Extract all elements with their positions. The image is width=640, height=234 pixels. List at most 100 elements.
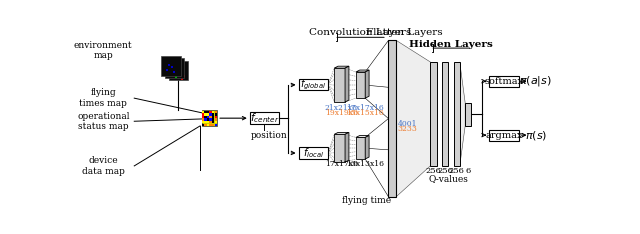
Bar bbox=[209, 116, 212, 118]
Bar bbox=[179, 68, 180, 70]
Bar bbox=[204, 118, 207, 121]
Polygon shape bbox=[356, 70, 369, 72]
Bar bbox=[167, 71, 170, 73]
Bar bbox=[214, 118, 217, 121]
Text: 19x19x6: 19x19x6 bbox=[324, 109, 358, 117]
Text: Convolution Layers: Convolution Layers bbox=[309, 28, 412, 37]
Polygon shape bbox=[396, 40, 430, 197]
Bar bbox=[170, 64, 172, 66]
Bar bbox=[204, 113, 207, 116]
Bar bbox=[183, 75, 185, 77]
Text: 17x17x6: 17x17x6 bbox=[324, 160, 358, 168]
Text: Q-values: Q-values bbox=[429, 175, 469, 183]
Bar bbox=[166, 69, 168, 71]
Bar bbox=[174, 73, 176, 75]
Bar bbox=[167, 66, 170, 68]
Bar bbox=[298, 147, 328, 159]
Polygon shape bbox=[345, 66, 349, 102]
Bar bbox=[204, 124, 207, 126]
Bar bbox=[489, 76, 518, 87]
Text: 6: 6 bbox=[466, 167, 471, 175]
Bar bbox=[212, 111, 214, 113]
Bar bbox=[204, 116, 207, 118]
Bar bbox=[202, 116, 204, 118]
Polygon shape bbox=[334, 134, 345, 162]
Text: environment
map: environment map bbox=[74, 41, 132, 60]
Bar bbox=[207, 111, 209, 113]
Bar bbox=[209, 121, 212, 123]
Bar bbox=[207, 121, 209, 123]
Bar bbox=[179, 73, 180, 75]
Text: flying
times map: flying times map bbox=[79, 88, 127, 108]
Text: 256: 256 bbox=[426, 167, 442, 175]
Bar bbox=[173, 71, 175, 73]
Bar bbox=[212, 118, 214, 121]
Bar bbox=[202, 118, 204, 121]
Bar bbox=[170, 73, 172, 75]
Polygon shape bbox=[460, 62, 465, 166]
Text: argmax: argmax bbox=[485, 131, 523, 140]
Bar bbox=[212, 124, 214, 126]
Bar bbox=[250, 112, 279, 124]
Text: 4001: 4001 bbox=[397, 120, 417, 128]
Bar bbox=[177, 66, 179, 68]
Bar bbox=[214, 116, 217, 118]
Bar bbox=[174, 68, 176, 70]
Text: operational
status map: operational status map bbox=[77, 112, 129, 131]
Bar bbox=[204, 121, 207, 123]
Polygon shape bbox=[334, 66, 349, 68]
Bar bbox=[172, 75, 173, 77]
Bar bbox=[209, 113, 212, 116]
Bar bbox=[489, 130, 518, 140]
Bar bbox=[165, 58, 184, 78]
Bar bbox=[204, 111, 207, 113]
Bar bbox=[388, 40, 396, 197]
Bar bbox=[207, 118, 209, 121]
Bar bbox=[207, 124, 209, 126]
Bar bbox=[465, 103, 472, 126]
Bar bbox=[212, 113, 214, 116]
Text: position: position bbox=[250, 131, 287, 140]
Bar bbox=[202, 124, 204, 126]
Polygon shape bbox=[334, 68, 345, 102]
Text: $f_{center}$: $f_{center}$ bbox=[250, 111, 279, 125]
Bar bbox=[214, 124, 217, 126]
Bar bbox=[161, 56, 180, 76]
Bar bbox=[202, 113, 204, 116]
Polygon shape bbox=[356, 135, 369, 137]
Bar bbox=[175, 71, 177, 73]
Bar bbox=[171, 66, 173, 68]
Text: 15x15x16: 15x15x16 bbox=[346, 109, 384, 117]
Bar bbox=[214, 113, 217, 116]
Bar bbox=[212, 121, 214, 123]
Bar bbox=[212, 116, 214, 118]
Bar bbox=[202, 121, 204, 123]
Bar bbox=[202, 110, 217, 126]
Bar bbox=[176, 75, 178, 77]
Polygon shape bbox=[356, 137, 365, 159]
Text: Hidden Layers: Hidden Layers bbox=[410, 40, 493, 49]
Text: softmax: softmax bbox=[484, 77, 524, 86]
Text: 21x21x6: 21x21x6 bbox=[324, 104, 358, 112]
Text: Flatten Layers: Flatten Layers bbox=[365, 28, 442, 37]
Bar bbox=[207, 113, 209, 116]
Bar bbox=[430, 62, 436, 166]
Bar bbox=[214, 111, 217, 113]
Text: $f_{global}$: $f_{global}$ bbox=[300, 77, 326, 92]
Text: 17x17x16: 17x17x16 bbox=[346, 104, 384, 112]
Bar bbox=[209, 118, 212, 121]
Bar bbox=[442, 62, 448, 166]
Bar bbox=[214, 121, 217, 123]
Text: 13x13x16: 13x13x16 bbox=[346, 160, 384, 168]
Text: $f_{local}$: $f_{local}$ bbox=[303, 146, 324, 160]
Text: 256: 256 bbox=[449, 167, 465, 175]
Polygon shape bbox=[365, 70, 369, 98]
Text: $\pi(a|s)$: $\pi(a|s)$ bbox=[519, 74, 552, 88]
Polygon shape bbox=[365, 135, 369, 159]
Polygon shape bbox=[345, 132, 349, 162]
Bar bbox=[209, 124, 212, 126]
Bar bbox=[172, 71, 173, 73]
Bar bbox=[202, 111, 204, 113]
Bar bbox=[175, 76, 177, 78]
Bar bbox=[180, 71, 183, 73]
